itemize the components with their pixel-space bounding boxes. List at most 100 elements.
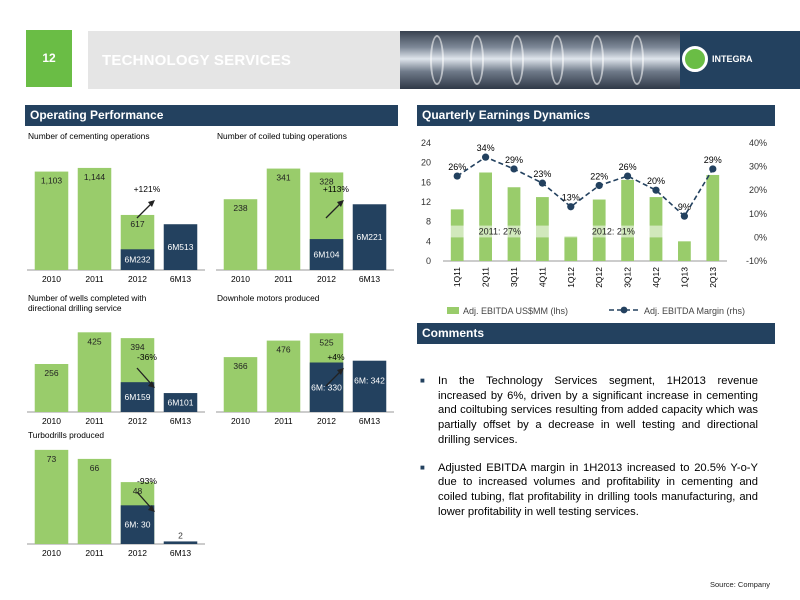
tick-label: 6M13 (170, 274, 192, 284)
chart-title-coiled-tubing: Number of coiled tubing operations (217, 131, 347, 141)
bar-label: 66 (90, 463, 100, 473)
bar (77, 167, 112, 270)
chart-coiled-tubing: 238 2010 341 2011 328 2012 6M221 6M13 6M104 +113% (216, 168, 394, 284)
bar-label: 238 (233, 203, 247, 213)
tick-label: 2011 (85, 416, 104, 426)
bar-inner-label: 6M: 330 (311, 382, 342, 392)
bar (34, 449, 69, 544)
y-tick-left: 12 (421, 197, 431, 207)
tick-label: 2Q12 (594, 267, 604, 288)
tick-label: 2012 (317, 274, 336, 284)
bar (163, 224, 198, 270)
y-tick-left: 24 (421, 138, 431, 148)
arrow-head (336, 200, 344, 207)
bar-inner-label: 6M232 (125, 255, 151, 265)
chart-wells: 256 2010 425 2011 394 2012 6M101 6M13 6M159 -36% (27, 332, 205, 426)
point-label: 20% (647, 176, 665, 186)
period-band (448, 225, 551, 238)
point-label: 23% (533, 169, 551, 179)
bar (163, 541, 198, 544)
bar-inner (120, 382, 155, 412)
arrow-head (147, 505, 155, 512)
series-line-margin (456, 156, 714, 218)
tick-label: 1Q11 (452, 267, 462, 287)
comments-list: ■ In the Technology Services segment, 1H2… (418, 374, 758, 532)
point (652, 186, 660, 194)
tick-label: 2012 (128, 548, 147, 558)
arrow-line (136, 491, 154, 511)
point (624, 172, 632, 180)
point (538, 179, 546, 187)
bar (266, 340, 301, 412)
bar (564, 236, 578, 261)
legend-label: Adj. EBITDA US$MM (lhs) (463, 306, 568, 316)
arrow-line (136, 367, 154, 387)
y-tick-right: 0% (754, 232, 767, 242)
y-tick-right: 20% (749, 185, 767, 195)
chart-quarterly: 0 4 8 12 16 20 24 -10% 0% 10% 20% 30% 40% 1Q11 2Q11 3Q1… (421, 138, 767, 316)
bar-label: 73 (47, 454, 57, 464)
bar (352, 360, 387, 412)
growth-annotation: +121% (134, 184, 161, 194)
y-tick-left: 4 (426, 236, 431, 246)
tick-label: 3Q12 (623, 267, 633, 288)
bar-label: 328 (319, 176, 333, 186)
growth-annotation: -93% (137, 476, 157, 486)
bar (678, 241, 691, 261)
bar (706, 174, 720, 261)
tick-label: 2010 (42, 274, 61, 284)
tick-label: 3Q11 (509, 267, 519, 287)
bar-label: 2 (178, 530, 183, 540)
tick-label: 2012 (128, 416, 147, 426)
bar-label: 6M: 342 (354, 375, 385, 385)
bar-label: 6M101 (168, 398, 194, 408)
period-annotation: 2011: 27% (479, 226, 521, 236)
tick-label: 6M13 (359, 416, 381, 426)
tick-label: 6M13 (359, 274, 381, 284)
bar-inner (309, 239, 344, 270)
tick-label: 2012 (128, 274, 147, 284)
bar-inner-label: 6M159 (125, 392, 151, 402)
bar (34, 364, 69, 412)
bar-label: 6M221 (357, 232, 383, 242)
bar-label: 525 (319, 337, 333, 347)
section-operating-performance: Operating Performance (25, 105, 398, 126)
tick-label: 2011 (85, 548, 104, 558)
bar (34, 171, 69, 270)
point (453, 172, 461, 180)
y-tick-right: -10% (746, 256, 767, 266)
y-tick-right: 30% (749, 162, 767, 172)
tick-label: 2Q11 (481, 267, 491, 287)
source-note: Source: Company (709, 580, 770, 589)
tick-label: 6M13 (170, 416, 192, 426)
comment-item: ■ In the Technology Services segment, 1H2… (420, 375, 758, 446)
point-label: 26% (619, 162, 637, 172)
bar-label: 1,144 (84, 172, 106, 182)
legend-label: Adj. EBITDA Margin (rhs) (644, 306, 745, 316)
bar-label: 6M513 (168, 242, 194, 252)
tick-label: 2010 (42, 416, 61, 426)
arrow-head (147, 381, 155, 388)
bar-label: 341 (276, 173, 290, 183)
point (595, 181, 603, 190)
bar-label: 617 (130, 219, 144, 229)
point-label: 29% (704, 155, 722, 165)
point-label: 29% (505, 155, 523, 165)
legend-swatch-point (620, 306, 628, 314)
tick-label: 2011 (85, 274, 104, 284)
chart-title-wells: Number of wells completed with direction… (28, 293, 147, 313)
point (510, 165, 518, 173)
bar-label: 476 (276, 345, 290, 355)
y-tick-right: 10% (749, 209, 767, 219)
tick-label: 1Q13 (679, 267, 689, 288)
bar (77, 332, 112, 412)
section-quarterly-earnings: Quarterly Earnings Dynamics (417, 105, 775, 126)
y-tick-left: 8 (426, 217, 431, 227)
bar-inner (120, 249, 155, 270)
point (482, 153, 490, 161)
header-pipes-image (400, 31, 680, 89)
tick-label: 2010 (231, 416, 250, 426)
y-tick-left: 0 (426, 256, 431, 266)
bar-inner-label: 6M: 30 (125, 520, 151, 530)
growth-annotation: -36% (137, 352, 157, 362)
